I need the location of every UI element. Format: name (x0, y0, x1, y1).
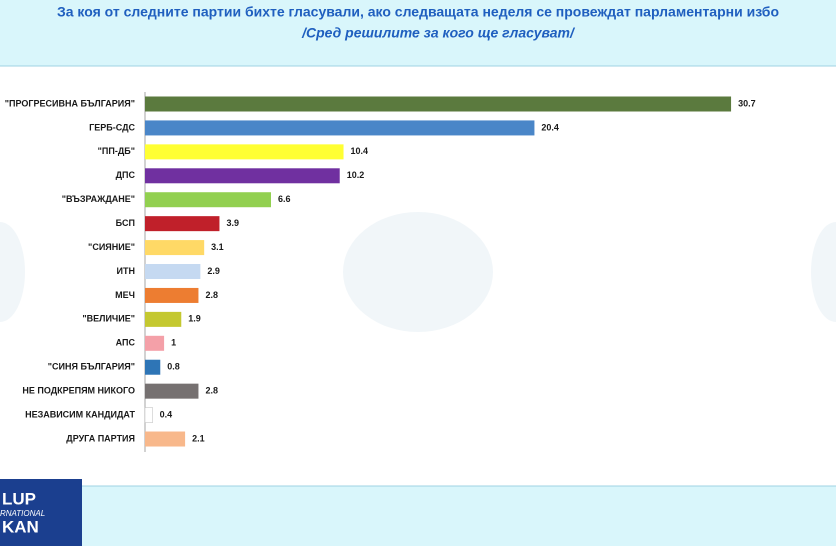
value-label: 6.6 (278, 194, 291, 204)
category-label: "ВЪЗРАЖДАНЕ" (62, 194, 135, 204)
category-label: ДРУГА ПАРТИЯ (66, 433, 135, 443)
value-label: 1.9 (188, 314, 201, 324)
bar (145, 144, 344, 160)
logo-text: LUP (2, 489, 36, 508)
logo-box (0, 479, 82, 546)
category-label: АПС (116, 338, 136, 348)
bar (145, 431, 186, 447)
value-label: 2.9 (207, 266, 220, 276)
category-label: "ПП-ДБ" (98, 146, 135, 156)
category-label: НЕЗАВИСИМ КАНДИДАТ (25, 409, 135, 419)
value-label: 30.7 (738, 98, 756, 108)
watermark (0, 212, 836, 332)
plot-background (0, 66, 836, 486)
category-label: ИТН (117, 266, 135, 276)
bar (145, 335, 165, 351)
bar (145, 287, 199, 303)
category-label: "СИНЯ БЪЛГАРИЯ" (48, 362, 135, 372)
category-label: "СИЯНИЕ" (88, 242, 135, 252)
category-label: ГЕРБ-СДС (89, 122, 135, 132)
bar (145, 96, 732, 112)
bar (145, 240, 205, 256)
value-label: 20.4 (541, 122, 559, 132)
header-band (0, 0, 836, 66)
category-label: ДПС (116, 170, 136, 180)
value-label: 10.4 (351, 146, 369, 156)
chart-subtitle: /Сред решилите за кого ще гласуват/ (301, 25, 576, 41)
value-label: 3.1 (211, 242, 224, 252)
value-label: 2.8 (205, 290, 218, 300)
value-label: 2.8 (205, 386, 218, 396)
bar (145, 168, 340, 184)
category-label: НЕ ПОДКРЕПЯМ НИКОГО (22, 386, 135, 396)
value-label: 2.1 (192, 433, 205, 443)
value-label: 10.2 (347, 170, 365, 180)
bar (145, 120, 535, 136)
bar (145, 192, 271, 208)
bar (145, 311, 182, 327)
logo-text: KAN (2, 517, 39, 536)
category-label: "ПРОГРЕСИВНА БЪЛГАРИЯ" (5, 98, 135, 108)
bar (144, 407, 153, 423)
value-label: 0.8 (167, 362, 180, 372)
category-label: МЕЧ (115, 290, 135, 300)
value-label: 1 (171, 338, 176, 348)
category-label: БСП (116, 218, 135, 228)
value-label: 0.4 (160, 409, 173, 419)
bar (145, 383, 199, 399)
logo-text: RNATIONAL (0, 509, 45, 518)
value-label: 3.9 (226, 218, 239, 228)
bar (145, 216, 220, 232)
bar (145, 264, 201, 280)
bar (145, 359, 161, 375)
chart-title: За коя от следните партии бихте гласувал… (57, 4, 779, 20)
category-label: "ВЕЛИЧИЕ" (82, 314, 135, 324)
